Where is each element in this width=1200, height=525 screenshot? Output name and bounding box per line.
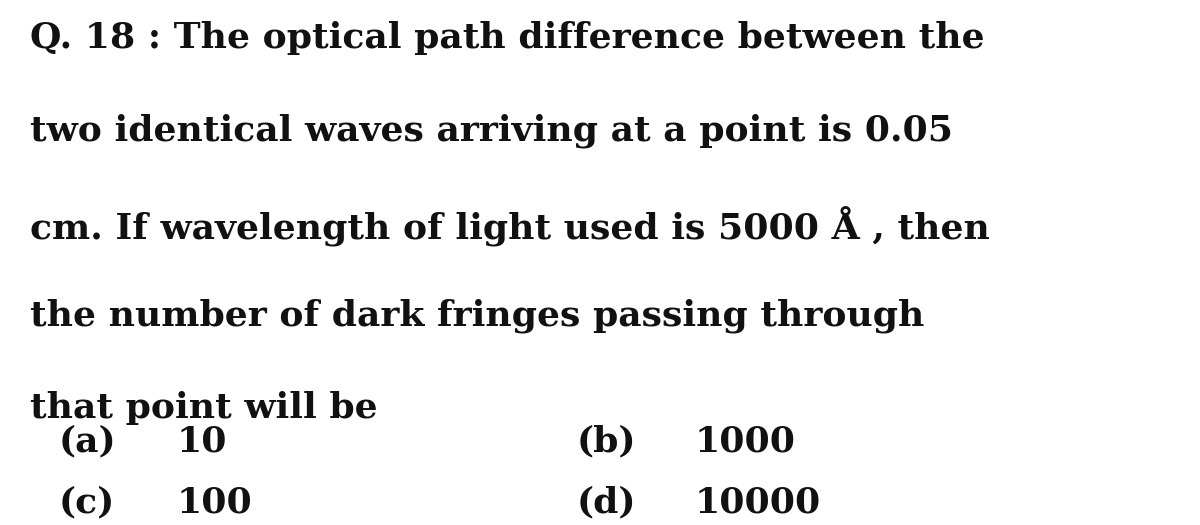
Text: (a): (a) — [59, 424, 116, 458]
Text: (c): (c) — [59, 486, 115, 520]
Text: (d): (d) — [576, 486, 636, 520]
Text: 10000: 10000 — [694, 486, 821, 520]
Text: (b): (b) — [576, 424, 636, 458]
Text: 10: 10 — [176, 424, 227, 458]
Text: the number of dark fringes passing through: the number of dark fringes passing throu… — [30, 299, 924, 333]
Text: cm. If wavelength of light used is 5000 Å , then: cm. If wavelength of light used is 5000 … — [30, 206, 990, 246]
Text: 1000: 1000 — [694, 424, 796, 458]
Text: 100: 100 — [176, 486, 252, 520]
Text: two identical waves arriving at a point is 0.05: two identical waves arriving at a point … — [30, 113, 953, 148]
Text: Q. 18 : The optical path difference between the: Q. 18 : The optical path difference betw… — [30, 20, 984, 55]
Text: that point will be: that point will be — [30, 391, 377, 425]
